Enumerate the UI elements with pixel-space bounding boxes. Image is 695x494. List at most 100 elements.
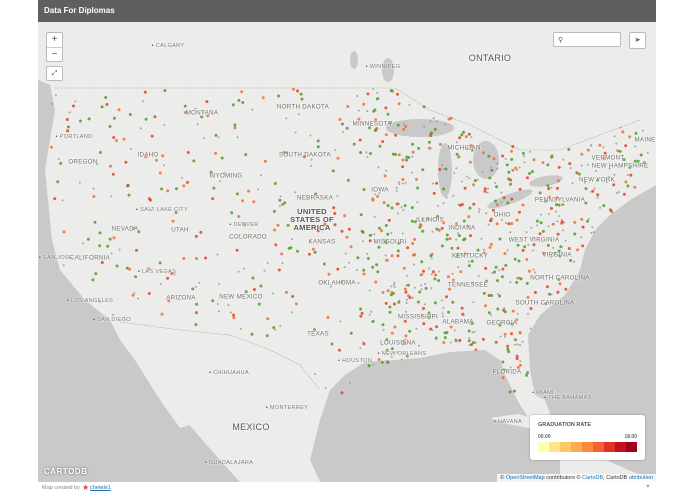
school-dot — [499, 335, 502, 338]
school-dot — [397, 153, 401, 157]
school-dot — [352, 142, 356, 146]
school-dot — [472, 202, 476, 206]
school-dot — [561, 203, 565, 207]
school-dot — [362, 188, 366, 191]
school-dot — [279, 324, 282, 327]
school-dot — [482, 248, 485, 251]
school-dot — [468, 177, 471, 180]
school-dot — [440, 226, 444, 230]
school-dot — [444, 167, 448, 171]
school-dot — [523, 245, 527, 249]
school-dot — [287, 246, 291, 250]
school-dot — [535, 219, 539, 223]
place-label: UTAH — [171, 226, 189, 234]
school-dot — [112, 116, 116, 120]
school-dot — [406, 246, 410, 250]
fullscreen-button[interactable]: ⤢ — [46, 66, 63, 81]
school-dot — [377, 245, 381, 249]
school-dot — [455, 141, 458, 144]
place-label: FLORIDA — [492, 368, 522, 376]
search-box[interactable]: ⚲ — [553, 32, 621, 47]
school-dot — [506, 347, 510, 351]
school-dot — [634, 131, 638, 135]
school-dot — [469, 144, 473, 148]
school-dot — [214, 133, 218, 137]
school-dot — [411, 155, 414, 158]
school-dot — [357, 109, 360, 112]
school-dot — [291, 87, 295, 91]
cartodb-link[interactable]: CartoDB — [582, 475, 604, 481]
zoom-out[interactable]: − — [51, 49, 58, 60]
border — [55, 87, 641, 151]
school-dot — [386, 204, 390, 208]
school-dot — [112, 236, 116, 240]
school-dot — [457, 234, 461, 238]
school-dot — [465, 175, 468, 178]
school-dot — [472, 322, 475, 325]
school-dot — [100, 105, 104, 109]
school-dot — [445, 237, 449, 241]
school-dot — [504, 263, 508, 267]
school-dot — [419, 223, 422, 227]
school-dot — [459, 252, 462, 255]
school-dot — [359, 314, 363, 318]
school-dot — [580, 236, 583, 239]
zoom-control: + − — [46, 32, 63, 62]
school-dot — [445, 295, 448, 299]
zoom-in[interactable]: + — [47, 33, 62, 48]
place-label: ILLINOIS — [416, 216, 444, 224]
school-dot — [462, 130, 465, 134]
school-dot — [519, 344, 521, 346]
school-dot — [432, 117, 435, 120]
school-dot — [504, 335, 506, 338]
school-dot — [619, 126, 622, 129]
school-dot — [66, 129, 70, 133]
school-dot — [340, 280, 344, 284]
school-dot — [402, 122, 405, 125]
school-dot — [431, 329, 434, 331]
school-dot — [455, 238, 458, 241]
locate-button[interactable]: ➤ — [629, 32, 646, 49]
school-dot — [372, 109, 376, 113]
school-dot — [473, 330, 476, 333]
school-dot — [368, 289, 371, 292]
school-dot — [454, 339, 458, 343]
school-dot — [502, 196, 506, 200]
school-dot — [387, 259, 390, 262]
school-dot — [371, 198, 375, 202]
school-dot — [274, 328, 277, 331]
school-dot — [510, 222, 514, 226]
school-dot — [98, 231, 102, 235]
school-dot — [244, 153, 248, 157]
place-label: KANSAS — [308, 238, 336, 246]
school-dot — [241, 199, 245, 203]
school-dot — [498, 323, 502, 327]
school-dot — [525, 373, 528, 377]
school-dot — [405, 284, 408, 287]
school-dot — [348, 381, 351, 384]
place-label: KENTUCKY — [451, 252, 489, 260]
place-label: WEST VIRGINIA — [508, 236, 560, 244]
school-dot — [478, 208, 481, 211]
school-dot — [72, 104, 75, 108]
map[interactable]: CALGARY WINNIPEG ONTARIO MONTANA NORTH DAKOT… — [38, 0, 656, 482]
school-dot — [547, 225, 550, 228]
attribution-link[interactable]: attribution — [628, 475, 653, 481]
school-dot — [622, 192, 626, 196]
school-dot — [456, 246, 460, 250]
school-dot — [430, 273, 433, 276]
school-dot — [422, 307, 425, 310]
legend-swatch — [604, 442, 615, 452]
school-dot — [428, 267, 431, 270]
author-link[interactable]: chetele1 — [90, 485, 111, 491]
school-dot — [626, 174, 629, 176]
school-dot — [357, 282, 360, 285]
school-dot — [485, 212, 488, 215]
school-dot — [538, 232, 542, 236]
place-label: LOS ANGELES — [67, 298, 113, 304]
school-dot — [260, 174, 263, 177]
osm-link[interactable]: OpenStreetMap — [505, 475, 545, 481]
school-dot — [477, 275, 480, 278]
school-dot — [507, 222, 511, 226]
school-dot — [544, 302, 548, 306]
